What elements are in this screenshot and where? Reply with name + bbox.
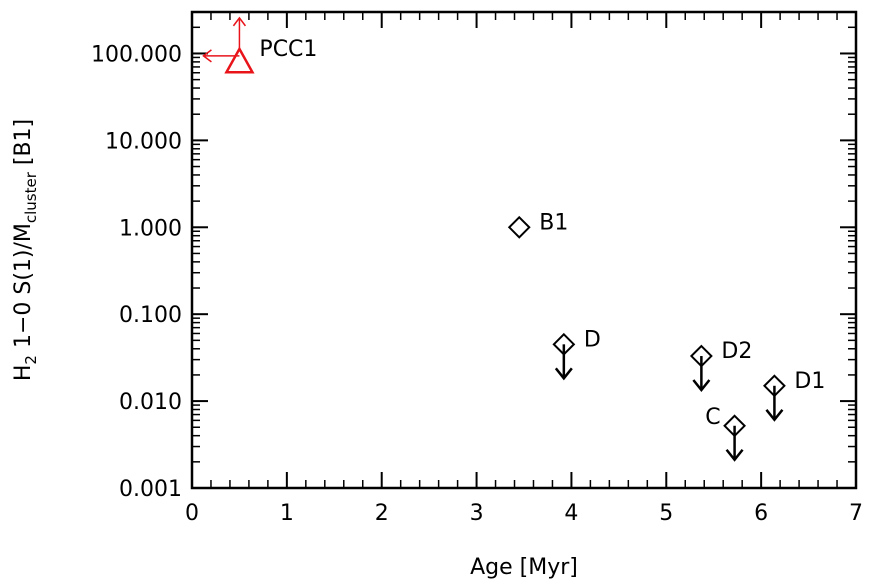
x-tick-label: 4 [564, 501, 578, 526]
point-label: D2 [721, 339, 752, 364]
x-tick-label: 2 [375, 501, 389, 526]
upper-limit-arrowhead [765, 409, 784, 422]
data-point-d: D [552, 327, 601, 381]
tick-marks [191, 11, 857, 489]
data-point-c: C [705, 405, 746, 462]
upper-limit-arrowhead [725, 448, 744, 462]
point-label: D1 [794, 369, 825, 394]
y-tick-label: 0.010 [119, 390, 182, 415]
x-axis-label: Age [Myr] [470, 555, 578, 580]
triangle-marker [224, 46, 255, 74]
tick-labels: 0 1 2 3 4 5 6 7 0.001 0.010 0.100 1.000 10.000 100.00… [91, 42, 863, 526]
point-label: PCC1 [259, 37, 317, 62]
x-tick-label: 6 [754, 501, 768, 526]
x-tick-label: 7 [849, 501, 863, 526]
x-limit-arrowhead [202, 49, 212, 63]
point-label: B1 [539, 210, 568, 235]
x-tick-label: 0 [185, 501, 199, 526]
y-tick-label: 1.000 [119, 216, 182, 241]
x-tick-label: 3 [470, 501, 484, 526]
plot-frame [190, 10, 858, 490]
data-point-pcc1: PCC1 [202, 16, 317, 74]
lower-limit-arrowhead [232, 16, 247, 27]
data-points: PCC1 B1 D D2 D1 C [202, 16, 825, 462]
y-tick-label: 0.001 [119, 477, 182, 502]
data-point-b1: B1 [507, 210, 568, 239]
x-tick-label: 1 [280, 501, 294, 526]
data-point-d2: D2 [689, 339, 752, 393]
y-axis-label: H2 1−0 S(1)/Mcluster [B1] [11, 119, 40, 381]
y-tick-label: 100.000 [91, 42, 182, 67]
data-point-d1: D1 [763, 369, 825, 422]
diamond-marker [507, 215, 531, 239]
point-label: D [584, 327, 601, 352]
x-tick-label: 5 [659, 501, 673, 526]
y-tick-label: 0.100 [119, 303, 182, 328]
upper-limit-arrowhead [554, 367, 573, 381]
point-label: C [705, 405, 720, 430]
upper-limit-arrowhead [692, 379, 711, 393]
y-tick-label: 10.000 [105, 129, 182, 154]
